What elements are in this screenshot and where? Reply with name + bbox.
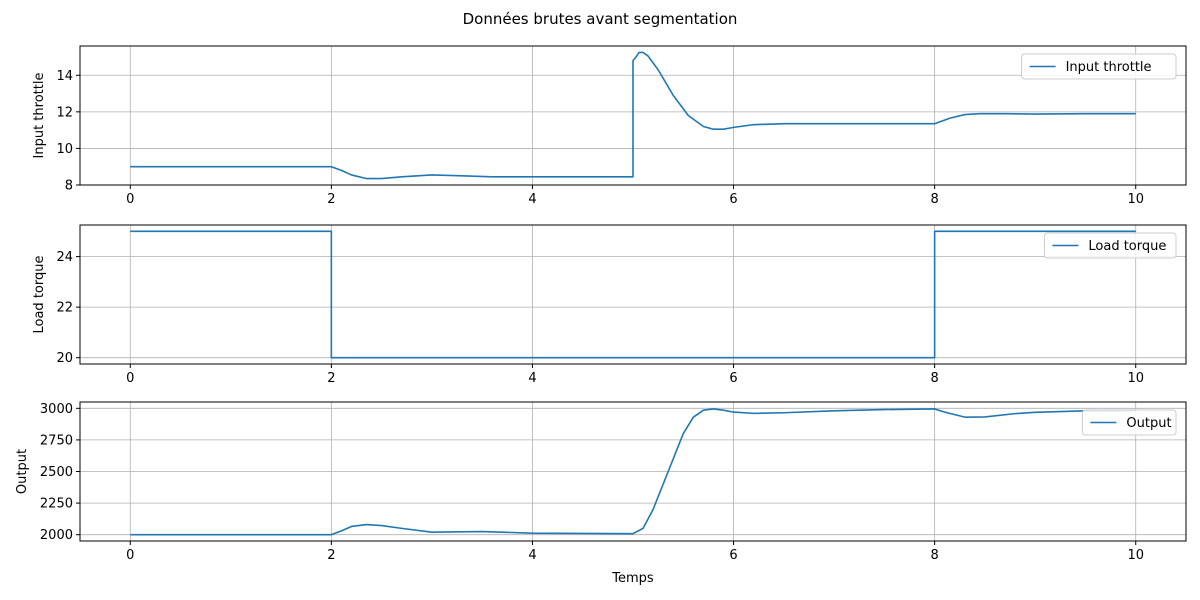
legend: Load torque: [1043, 232, 1177, 259]
x-tick-label: 4: [528, 548, 536, 563]
legend-label: Input throttle: [1066, 60, 1152, 75]
y-tick-label: 14: [56, 69, 73, 84]
y-tick-label: 22: [56, 301, 73, 316]
legend-label: Output: [1126, 416, 1171, 431]
series-line-output: [130, 408, 1136, 536]
y-axis-label: Input throttle: [32, 73, 47, 159]
x-tick-label: 4: [528, 192, 536, 207]
series-line-load-torque: [130, 230, 1136, 359]
legend-box: [1081, 409, 1177, 436]
x-tick-label: 4: [528, 371, 536, 386]
legend-label: Load torque: [1088, 239, 1166, 254]
x-tick-label: 2: [327, 548, 335, 563]
x-tick-label: 6: [729, 548, 737, 563]
y-tick-label: 8: [65, 179, 73, 194]
x-tick-label: 2: [327, 371, 335, 386]
axes-frame: [79, 224, 1187, 365]
x-tick-label: 6: [729, 192, 737, 207]
y-tick-label: 20: [56, 351, 73, 366]
series-line-input-throttle: [130, 51, 1136, 180]
y-tick-label: 2000: [40, 528, 73, 543]
x-tick-label: 8: [930, 192, 938, 207]
x-tick-label: 10: [1127, 192, 1144, 207]
x-tick-label: 8: [930, 371, 938, 386]
figure-title: Données brutes avant segmentation: [462, 10, 738, 28]
x-tick-label: 2: [327, 192, 335, 207]
x-tick-label: 0: [126, 548, 134, 563]
y-tick-label: 12: [56, 105, 73, 120]
x-tick-label: 8: [930, 548, 938, 563]
x-axis-label: Temps: [611, 571, 654, 586]
x-tick-label: 0: [126, 192, 134, 207]
subplot-1: 0 2 4 6 8 10 8 10 12 14 Input throttle Input thrott…: [32, 45, 1187, 207]
legend-box: [1021, 53, 1177, 80]
x-tick-label: 6: [729, 371, 737, 386]
y-tick-label: 10: [56, 142, 73, 157]
y-tick-label: 3000: [40, 402, 73, 417]
x-tick-label: 10: [1127, 548, 1144, 563]
x-tick-label: 10: [1127, 371, 1144, 386]
y-tick-label: 2500: [40, 465, 73, 480]
y-tick-label: 2250: [40, 497, 73, 512]
axes-frame: [79, 45, 1187, 186]
subplot-3: 0 2 4 6 8 10 2000 2250 2500 2750 3000 Output Temps Ou…: [15, 401, 1187, 586]
legend: Output: [1081, 409, 1177, 436]
legend: Input throttle: [1021, 53, 1177, 80]
y-axis-label: Output: [15, 449, 30, 494]
y-tick-label: 2750: [40, 433, 73, 448]
y-tick-label: 24: [56, 250, 73, 265]
legend-box: [1043, 232, 1177, 259]
x-tick-label: 0: [126, 371, 134, 386]
y-axis-label: Load torque: [32, 256, 47, 334]
